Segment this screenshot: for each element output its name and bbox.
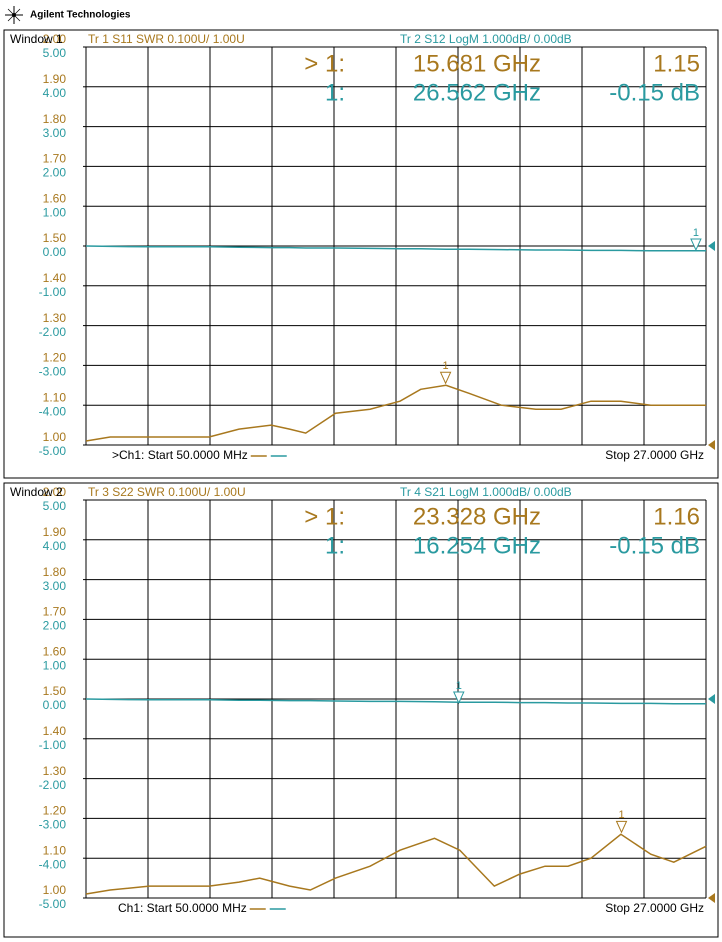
y2-tick-label: -4.00: [39, 404, 67, 418]
y2-tick-label: -4.00: [39, 857, 67, 871]
window-frame: [3, 29, 719, 479]
trace-header: Tr 2 S12 LogM 1.000dB/ 0.00dB: [400, 32, 572, 46]
stop-label: Stop 27.0000 GHz: [605, 901, 704, 915]
trace-header: Tr 4 S21 LogM 1.000dB/ 0.00dB: [400, 485, 572, 499]
trace-line: [85, 833, 707, 895]
start-label: >Ch1: Start 50.0000 MHz: [112, 448, 248, 462]
stop-label: Stop 27.0000 GHz: [605, 448, 704, 462]
y2-tick-label: -5.00: [39, 897, 67, 911]
window-title: Window 2: [10, 485, 63, 499]
trace-line: [85, 384, 706, 442]
y-tick-label: 1.60: [43, 644, 67, 658]
y2-tick-label: 2.00: [43, 619, 67, 633]
marker-triangle: [453, 691, 465, 705]
marker-symbol: 1: [618, 809, 624, 821]
y2-tick-label: -3.00: [39, 818, 67, 832]
readout-value: -0.15 dB: [609, 532, 700, 559]
y2-tick-label: -2.00: [39, 325, 67, 339]
start-label: Ch1: Start 50.0000 MHz: [118, 901, 247, 915]
y2-tick-label: 2.00: [43, 166, 67, 180]
y2-tick-label: 1.00: [43, 205, 67, 219]
readout-frequency: 26.562 GHz: [413, 79, 541, 106]
trace-line: [85, 698, 706, 705]
y-tick-label: 1.40: [43, 724, 67, 738]
readout-label: 1:: [325, 79, 345, 106]
y2-tick-label: -2.00: [39, 778, 67, 792]
window-title: Window 1: [10, 32, 63, 46]
trace-header: Tr 1 S11 SWR 0.100U/ 1.00U: [88, 32, 245, 46]
y2-tick-label: 4.00: [43, 86, 67, 100]
y-tick-label: 1.90: [43, 525, 67, 539]
y-tick-label: 1.10: [43, 390, 67, 404]
y-tick-label: 1.60: [43, 191, 67, 205]
y-tick-label: 2.00: [43, 485, 67, 499]
y-tick-label: 1.80: [43, 565, 67, 579]
readout-label: > 1:: [304, 50, 345, 77]
marker-symbol: 1: [693, 227, 699, 239]
logo: [5, 6, 23, 24]
y-tick-label: 1.70: [43, 605, 67, 619]
trace-line: [85, 245, 706, 252]
readout-frequency: 15.681 GHz: [413, 50, 541, 77]
y-tick-label: 1.90: [43, 72, 67, 86]
y2-tick-label: -3.00: [39, 365, 67, 379]
y2-tick-label: 1.00: [43, 658, 67, 672]
y-tick-label: 2.00: [43, 32, 67, 46]
y-tick-label: 1.30: [43, 311, 67, 325]
brand: Agilent Technologies: [30, 10, 131, 21]
y2-tick-label: -1.00: [39, 738, 67, 752]
readout-value: 1.16: [653, 503, 700, 530]
readout-frequency: 23.328 GHz: [413, 503, 541, 530]
y-tick-label: 1.10: [43, 843, 67, 857]
y2-tick-label: -5.00: [39, 444, 67, 458]
y-tick-label: 1.50: [43, 231, 67, 245]
y-tick-label: 1.00: [43, 430, 67, 444]
y2-tick-label: 0.00: [43, 245, 67, 259]
reference-arrow: [708, 440, 715, 450]
y-tick-label: 1.00: [43, 883, 67, 897]
y-tick-label: 1.70: [43, 152, 67, 166]
reference-arrow: [708, 694, 715, 704]
reference-arrow: [708, 893, 715, 903]
readout-label: > 1:: [304, 503, 345, 530]
y-tick-label: 1.30: [43, 764, 67, 778]
y2-tick-label: 5.00: [43, 46, 67, 60]
readout-value: -0.15 dB: [609, 79, 700, 106]
readout-value: 1.15: [653, 50, 700, 77]
y2-tick-label: -1.00: [39, 285, 67, 299]
readout-frequency: 16.254 GHz: [413, 532, 541, 559]
y-tick-label: 1.50: [43, 684, 67, 698]
trace-header: Tr 3 S22 SWR 0.100U/ 1.00U: [88, 485, 246, 499]
marker-triangle: [615, 820, 628, 834]
y-tick-label: 1.40: [43, 271, 67, 285]
y2-tick-label: 4.00: [43, 539, 67, 553]
marker-triangle: [690, 238, 702, 252]
marker-symbol: 1: [443, 360, 449, 372]
reference-arrow: [708, 241, 715, 251]
window-frame: [3, 482, 719, 938]
y2-tick-label: 0.00: [43, 698, 67, 712]
y2-tick-label: 3.00: [43, 126, 67, 140]
marker-symbol: 1: [456, 680, 462, 692]
marker-triangle: [439, 371, 452, 385]
y-tick-label: 1.20: [43, 804, 67, 818]
y2-tick-label: 5.00: [43, 499, 67, 513]
y2-tick-label: 3.00: [43, 579, 67, 593]
y-tick-label: 1.80: [43, 112, 67, 126]
y-tick-label: 1.20: [43, 351, 67, 365]
readout-label: 1:: [325, 532, 345, 559]
